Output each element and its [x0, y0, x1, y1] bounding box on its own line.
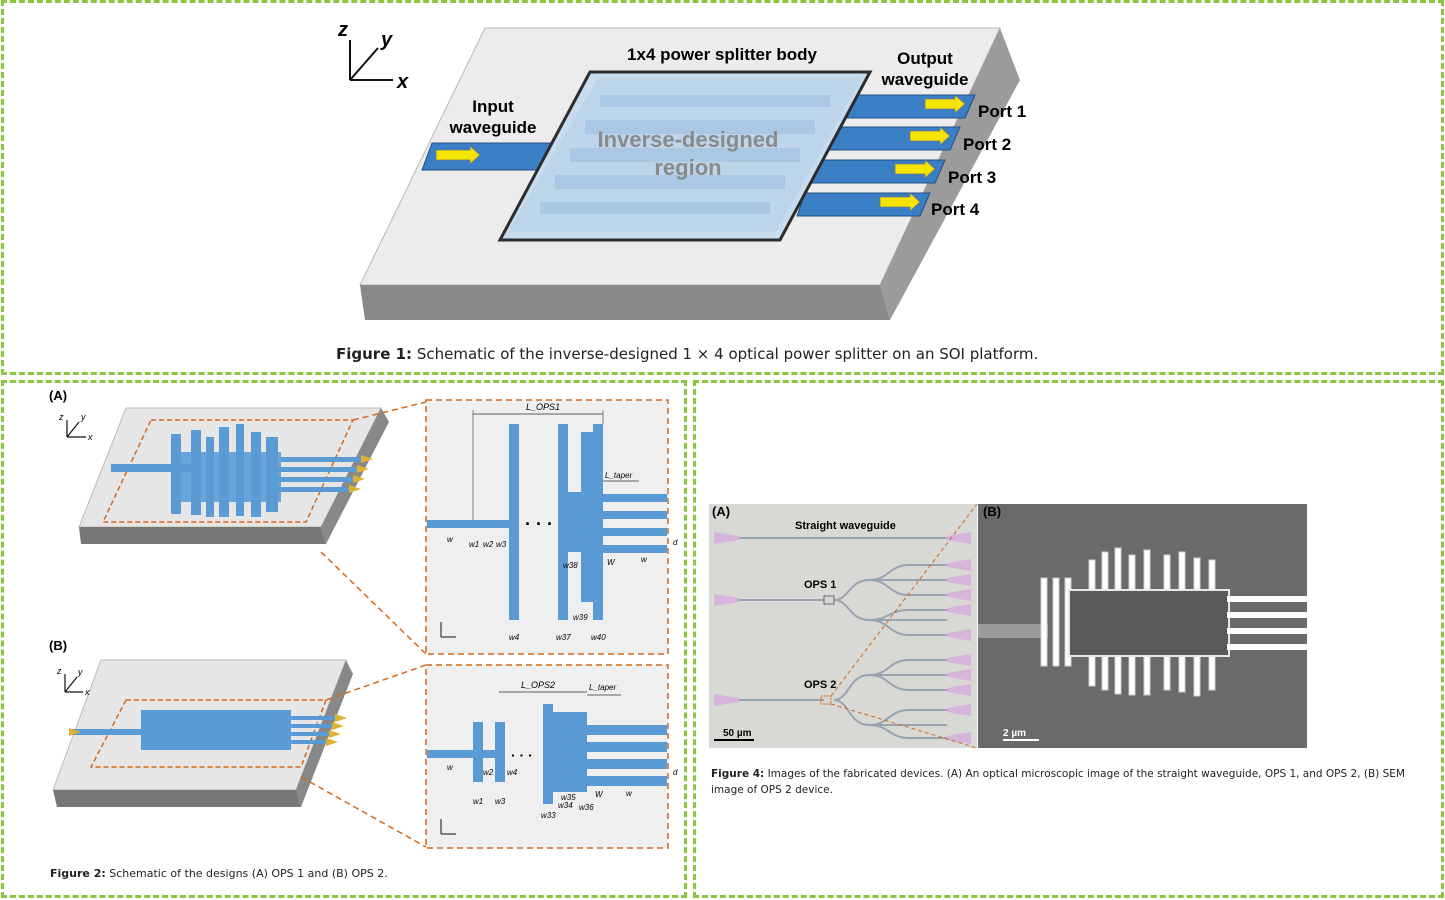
- figure1-diagram: z y x 1x4 power splitter body Input wave…: [337, 19, 1026, 320]
- ops1-axis-y: y: [80, 412, 86, 422]
- region-label-line2: region: [654, 155, 721, 180]
- figure4-caption-text: Images of the fabricated devices. (A) An…: [711, 768, 1405, 796]
- input-label-line2: waveguide: [449, 118, 537, 137]
- sem-zoom-line-bottom: [830, 703, 978, 749]
- ops1-ellipsis: · · ·: [525, 514, 553, 534]
- figure4-diagram: (A) Straight waveguide OPS 1 OPS 2 50 µm: [709, 503, 1307, 749]
- figure2-caption-text: Schematic of the designs (A) OPS 1 and (…: [109, 867, 388, 880]
- ops2-zoom-line-top: [325, 664, 427, 701]
- axis-y: y: [380, 29, 393, 51]
- svg-text:w: w: [447, 763, 454, 772]
- ops2-detail-axis-icon: [440, 819, 456, 835]
- figure1-frame: [1, 0, 1444, 375]
- figure4-caption: Figure 4: Images of the fabricated devic…: [711, 766, 1436, 798]
- svg-text:w38: w38: [563, 561, 578, 570]
- ops1-3d-block: [78, 407, 389, 544]
- svg-text:w37: w37: [556, 633, 571, 642]
- ops2-axis-y: y: [77, 667, 83, 677]
- ops1-zoom-line-top: [352, 401, 427, 421]
- ops2-axis-x: x: [84, 687, 90, 697]
- svg-text:w34: w34: [558, 801, 573, 810]
- svg-text:w1: w1: [469, 540, 479, 549]
- fig2-panel-b-label: (B): [49, 638, 67, 653]
- ops2-ellipsis: · · ·: [511, 747, 533, 763]
- svg-text:w3: w3: [496, 540, 507, 549]
- soi-slab-right: [880, 28, 1020, 320]
- figure1-caption-text: Schematic of the inverse-designed 1 × 4 …: [416, 345, 1039, 363]
- svg-text:w4: w4: [507, 768, 518, 777]
- input-arrow-icon: [435, 145, 481, 165]
- svg-text:d: d: [673, 768, 678, 777]
- ops1-zoom-line-bottom: [320, 551, 427, 655]
- svg-text:W: W: [595, 790, 604, 799]
- ops1-axis-icon: [66, 420, 86, 438]
- straight-waveguide-label: Straight waveguide: [795, 520, 896, 532]
- ops1-dimension-labels: w w1 w2 w3 w4 w37 w38 w39 w40 W w d: [447, 535, 678, 642]
- soi-slab-front: [360, 285, 890, 320]
- svg-text:w: w: [447, 535, 454, 544]
- svg-text:w36: w36: [579, 803, 594, 812]
- svg-text:w35: w35: [561, 793, 576, 802]
- output-label-line2: waveguide: [881, 70, 969, 89]
- figure2-caption-label: Figure 2:: [50, 867, 106, 880]
- svg-text:w2: w2: [483, 540, 494, 549]
- svg-text:w4: w4: [509, 633, 520, 642]
- svg-text:w40: w40: [591, 633, 606, 642]
- inverse-design-pattern: [540, 95, 830, 214]
- figure4-frame: [693, 380, 1444, 898]
- svg-text:W: W: [607, 558, 616, 567]
- svg-text:w33: w33: [541, 811, 556, 820]
- scale-a-label: 50 µm: [723, 728, 752, 739]
- port-3-label: Port 3: [948, 168, 996, 187]
- ops2-3d-block: [52, 659, 353, 807]
- svg-text:d: d: [673, 538, 678, 547]
- ops1-detail-panel: · · ·: [425, 399, 669, 655]
- ops2-label: OPS 2: [804, 679, 836, 691]
- output-label-line1: Output: [897, 49, 953, 68]
- figure2-caption: Figure 2: Schematic of the designs (A) O…: [50, 867, 388, 880]
- svg-text:w1: w1: [473, 797, 483, 806]
- sem-image: [978, 504, 1307, 748]
- ops1-detail-axis-icon: [440, 622, 456, 638]
- fig4-panel-a-label: (A): [712, 504, 730, 519]
- ops2-detail-panel: · · ·: [425, 664, 669, 849]
- port-1-label: Port 1: [978, 102, 1026, 121]
- figure2-frame: [1, 380, 687, 898]
- ops1-label: OPS 1: [804, 579, 836, 591]
- figure1-caption-label: Figure 1:: [336, 345, 413, 363]
- microscope-image: [709, 504, 977, 748]
- axis-x: x: [396, 71, 409, 93]
- ops2-axis-icon: [64, 674, 83, 693]
- axis-icon: [349, 40, 393, 81]
- ops1-axis-z: z: [58, 412, 64, 422]
- figure4-caption-label: Figure 4:: [711, 768, 765, 780]
- scale-b-label: 2 µm: [1003, 728, 1026, 739]
- fig4-panel-b-label: (B): [983, 504, 1001, 519]
- figure1-caption: Figure 1: Schematic of the inverse-desig…: [336, 345, 1038, 363]
- svg-text:w: w: [641, 555, 648, 564]
- ops2-zoom-line-bottom: [300, 776, 427, 848]
- ops2-dimension-labels: w w1 w2 w3 w4 w33 w34 w35 w36 W w d: [447, 763, 678, 820]
- region-label-line1: Inverse-designed: [598, 127, 779, 152]
- port-4-label: Port 4: [931, 200, 980, 219]
- ops2-l-ops: L_OPS2: [521, 680, 555, 690]
- svg-text:w2: w2: [483, 768, 494, 777]
- ops1-l-taper: L_taper: [605, 471, 632, 480]
- ops1-axis-x: x: [87, 432, 93, 442]
- figure2-diagram: (A) (B): [49, 388, 678, 849]
- ops2-l-taper: L_taper: [589, 683, 616, 692]
- input-label-line1: Input: [472, 97, 514, 116]
- ops1-l-ops: L_OPS1: [526, 402, 560, 412]
- port-2-label: Port 2: [963, 135, 1011, 154]
- svg-text:w: w: [626, 789, 633, 798]
- body-label: 1x4 power splitter body: [627, 45, 817, 64]
- svg-text:w39: w39: [573, 613, 588, 622]
- sem-zoom-line-top: [830, 503, 978, 697]
- output-arrow-icons: [879, 94, 966, 212]
- axis-z: z: [337, 19, 348, 41]
- svg-text:w3: w3: [495, 797, 506, 806]
- ops2-axis-z: z: [56, 666, 62, 676]
- fig2-panel-a-label: (A): [49, 388, 67, 403]
